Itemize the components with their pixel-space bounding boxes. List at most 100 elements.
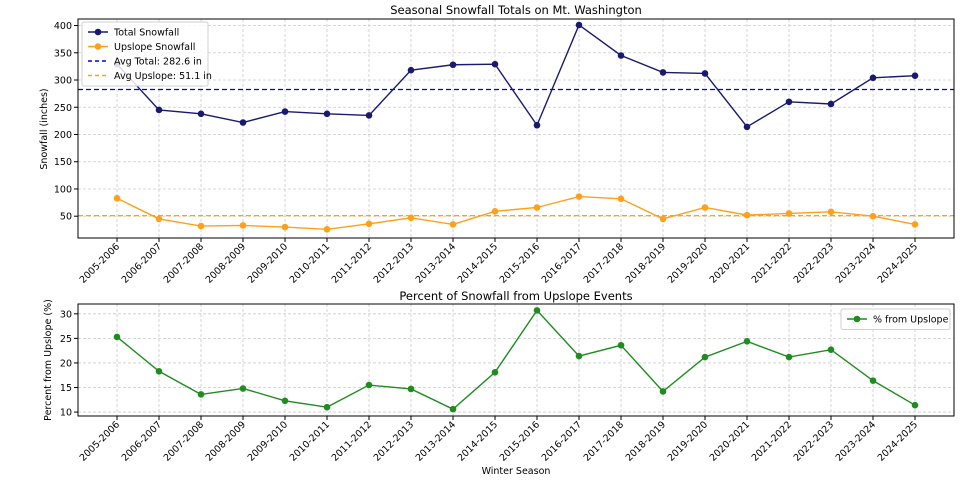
legend-marker [853,315,861,323]
x-tick-label: 2008-2009 [204,241,248,285]
data-point [113,333,121,341]
x-tick-label: 2023-2024 [834,419,878,463]
x-tick-label: 2009-2010 [246,241,290,285]
data-point [785,98,793,106]
data-point [659,69,667,76]
x-tick-label: 2010-2011 [288,419,332,463]
x-tick-label: 2021-2022 [750,419,794,463]
x-tick-label: 2006-2007 [120,241,164,285]
data-point [491,208,499,215]
data-point [911,221,919,228]
x-axis-label: Winter Season [482,466,551,477]
x-tick-label: 2024-2025 [876,419,920,463]
legend-label: Total Snowfall [113,28,179,39]
data-point [617,195,625,203]
x-tick-label: 2020-2021 [708,241,752,285]
data-point [911,401,919,409]
x-tick-label: 2015-2016 [498,419,542,463]
data-point [575,352,583,360]
x-axis: 2005-20062006-20072007-20082008-20092009… [78,238,920,286]
data-point [575,21,583,29]
data-point [155,367,163,375]
legend-marker [94,43,102,50]
legend: % from Upslope [840,308,951,330]
data-point [365,381,373,389]
x-tick-label: 2011-2012 [330,241,374,285]
x-tick-label: 2018-2019 [624,241,668,285]
x-tick-label: 2007-2008 [162,241,206,285]
y-tick-label: 250 [54,103,72,114]
y-tick-label: 10 [60,408,72,419]
legend-label: % from Upslope [873,315,949,326]
data-point [701,70,709,77]
data-point [113,194,121,202]
x-tick-label: 2015-2016 [498,241,542,285]
data-point [281,223,289,231]
legend: Total Snowfall Upslope Snowfall Avg Total:… [81,21,212,87]
y-tick-label: 25 [60,334,72,345]
data-point [239,119,247,126]
series-line [116,195,916,230]
grid [78,304,954,416]
data-point [281,108,289,115]
data-point [869,212,877,220]
data-point [701,353,709,361]
x-tick-label: 2011-2012 [330,419,374,463]
series-line [116,309,916,410]
y-tick-label: 400 [54,21,72,32]
data-point [197,391,205,398]
x-tick-label: 2019-2020 [666,419,710,463]
upslope-percent-chart: Percent of Snowfall from Upslope Events … [43,289,955,477]
chart-title: Percent of Snowfall from Upslope Events [399,289,632,303]
data-point [743,123,751,131]
data-point [659,215,667,223]
series-line [116,23,916,128]
data-point [785,210,793,217]
y-tick-label: 350 [54,48,72,59]
data-point [323,225,331,233]
data-point [659,388,667,395]
legend-label: Avg Total: 282.6 in [114,57,202,68]
data-point [827,100,835,108]
legend-label: Upslope Snowfall [114,42,195,53]
legend-marker [94,28,102,36]
data-point [617,341,625,349]
x-tick-label: 2013-2014 [414,419,458,463]
data-point [869,74,877,82]
y-tick-label: 30 [60,309,72,320]
x-tick-label: 2016-2017 [540,241,584,285]
data-point [533,204,541,211]
legend-box [81,21,209,87]
data-point [239,222,247,229]
data-point [407,66,415,74]
data-point [533,307,541,314]
x-tick-label: 2021-2022 [750,241,794,285]
data-point [449,61,457,69]
data-point [617,52,625,59]
plot-frame [77,303,955,417]
y-axis: 10 15 20 25 30 [60,309,78,419]
data-point [785,353,793,361]
y-tick-label: 200 [54,130,72,141]
x-tick-label: 2024-2025 [876,241,920,285]
x-tick-label: 2006-2007 [120,419,164,463]
data-point [533,121,541,129]
y-axis-label: Percent from Upslope (%) [43,299,54,421]
data-point [491,368,499,376]
x-tick-label: 2012-2013 [372,419,416,463]
y-axis: 50 100 150 200 250 300 350 400 [54,21,78,223]
data-point [827,346,835,353]
x-tick-label: 2020-2021 [708,419,752,463]
x-tick-label: 2017-2018 [582,419,626,463]
y-tick-label: 50 [60,212,72,223]
x-tick-label: 2014-2015 [456,419,500,463]
x-tick-label: 2008-2009 [204,419,248,463]
data-point [239,385,247,392]
x-tick-label: 2019-2020 [666,241,710,285]
data-point [407,214,415,222]
x-tick-label: 2007-2008 [162,419,206,463]
x-tick-label: 2023-2024 [834,241,878,285]
data-point [743,338,751,345]
x-tick-label: 2005-2006 [78,241,122,285]
